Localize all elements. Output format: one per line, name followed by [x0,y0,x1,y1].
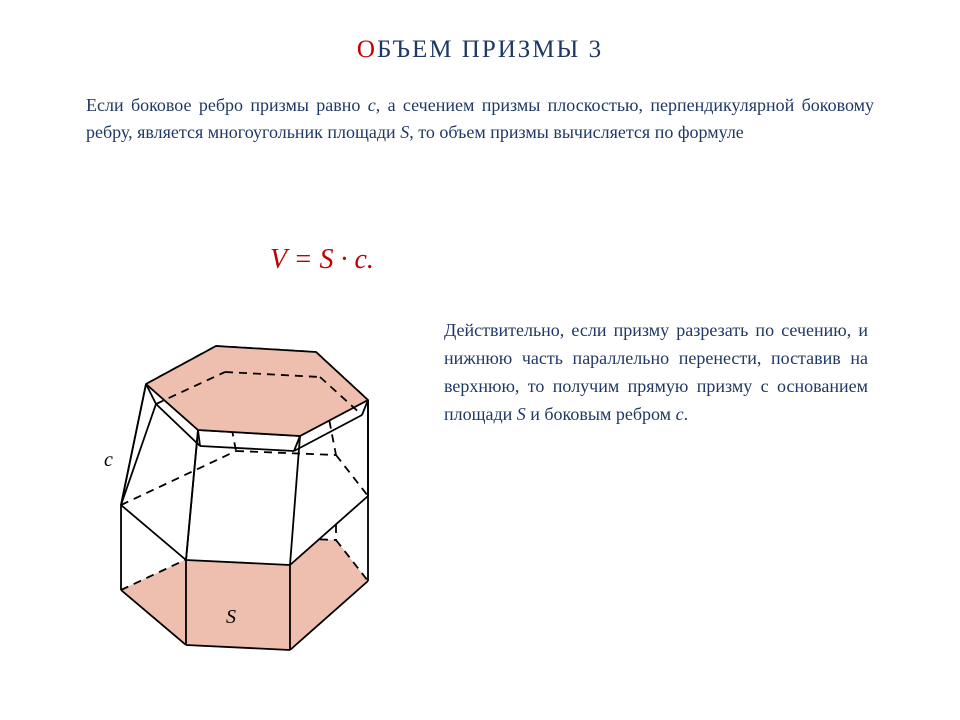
explanation-text: Действительно, если призму разрезать по … [444,317,868,429]
title-first-letter: О [357,36,377,63]
var-s-2: S [517,404,526,424]
prism-diagram: cS [86,300,406,680]
svg-text:c: c [104,449,113,471]
intro-p3: , то объем призмы вычисляется по формуле [409,122,744,142]
var-s: S [400,122,409,142]
volume-formula: V = S · c. [270,244,374,276]
title-rest: БЪЕМ ПРИЗМЫ 3 [377,36,603,63]
intro-text: Если боковое ребро призмы равно c, а сеч… [86,92,874,146]
var-c-2: c [676,404,684,424]
explain-p3: . [684,404,689,424]
explain-p2: и боковым ребром [526,404,676,424]
slide: ОБЪЕМ ПРИЗМЫ 3 Если боковое ребро призмы… [0,0,960,720]
var-c: c [368,95,376,115]
svg-text:S: S [226,606,236,628]
prism-svg: cS [86,300,406,680]
slide-title: ОБЪЕМ ПРИЗМЫ 3 [0,36,960,64]
intro-p1: Если боковое ребро призмы равно [86,95,368,115]
